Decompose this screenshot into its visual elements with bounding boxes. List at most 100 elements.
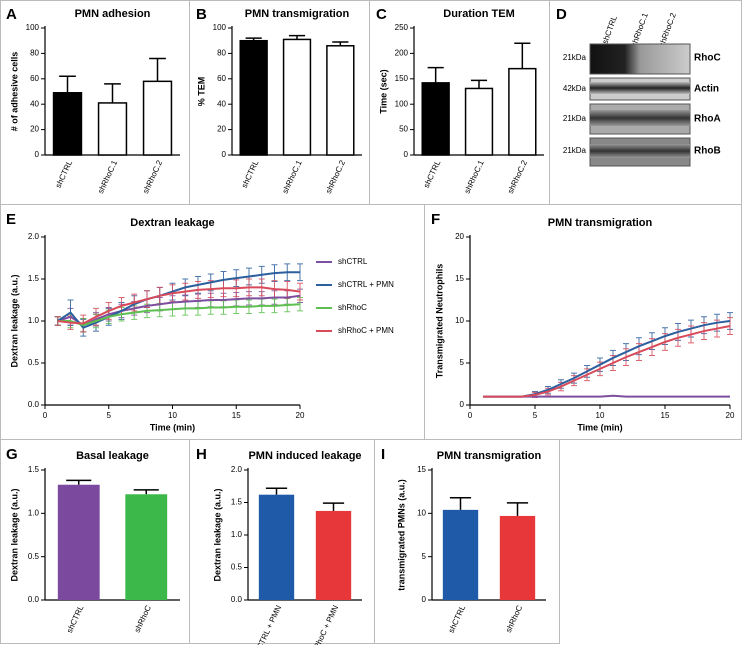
x-axis-label: Time (min)	[150, 422, 195, 432]
bar	[326, 45, 355, 156]
y-axis-label: % TEM	[196, 77, 206, 107]
y-tick-label: 0	[404, 150, 409, 159]
y-tick-label: 0	[35, 150, 40, 159]
y-tick-label: 0.5	[28, 552, 40, 561]
bar	[442, 509, 479, 600]
blot-band	[589, 43, 691, 75]
bar	[97, 102, 128, 156]
panel-letter: I	[381, 446, 385, 463]
y-tick-label: 2.0	[28, 232, 40, 241]
protein-label: RhoC	[694, 53, 721, 64]
y-tick-label: 0.5	[28, 358, 40, 367]
legend-label: shRhoC	[338, 303, 367, 312]
frame	[374, 439, 560, 644]
protein-label: RhoB	[694, 146, 721, 157]
blot-band	[590, 110, 690, 126]
x-tick-label: 0	[43, 411, 48, 420]
bar	[142, 80, 173, 156]
y-tick-label: 0	[422, 595, 427, 604]
bar	[508, 67, 537, 156]
y-axis-label: Dextran leakage (a.u.)	[9, 488, 19, 581]
panel-letter: D	[556, 6, 567, 23]
y-tick-label: 40	[30, 99, 39, 108]
y-axis-label: Time (sec)	[378, 69, 388, 113]
panel-letter: A	[6, 6, 17, 23]
y-tick-label: 100	[395, 99, 409, 108]
y-tick-label: 0.0	[28, 595, 40, 604]
y-tick-label: 1.5	[28, 274, 40, 283]
chart-title: PMN transmigration	[548, 217, 653, 229]
y-tick-label: 40	[217, 99, 226, 108]
x-tick-label: 5	[107, 411, 112, 420]
series-line	[483, 325, 731, 398]
chart-title: Duration TEM	[443, 8, 515, 20]
y-tick-label: 2.0	[231, 465, 243, 474]
y-axis-label: transmigrated PMNs (a.u.)	[396, 479, 406, 591]
y-tick-label: 1.0	[28, 316, 40, 325]
panel-letter: G	[6, 446, 18, 463]
x-tick-label: 15	[661, 411, 670, 420]
x-tick-label: 10	[596, 411, 605, 420]
series-line	[57, 294, 301, 327]
y-tick-label: 0	[222, 150, 227, 159]
y-tick-label: 10	[455, 316, 464, 325]
y-tick-label: 5	[460, 358, 465, 367]
y-tick-label: 5	[422, 552, 427, 561]
y-tick-label: 250	[395, 23, 409, 32]
chart-title: PMN transmigration	[245, 8, 350, 20]
chart-title: PMN adhesion	[75, 8, 151, 20]
x-tick-label: 5	[533, 411, 538, 420]
bar	[239, 39, 268, 156]
panel-letter: H	[196, 446, 207, 463]
y-axis-label: Dextran leakage (a.u.)	[9, 274, 19, 367]
legend-label: shCTRL	[338, 257, 368, 266]
y-tick-label: 50	[399, 125, 408, 134]
y-tick-label: 20	[217, 125, 226, 134]
frame	[424, 204, 742, 440]
y-axis-label: Dextran leakage (a.u.)	[212, 488, 222, 581]
bar	[464, 87, 494, 156]
legend-label: shRhoC + PMN	[338, 326, 394, 335]
blot-band	[590, 144, 690, 158]
chart-title: Basal leakage	[76, 450, 149, 462]
y-tick-label: 0.0	[231, 595, 243, 604]
marker-label: 21kDa	[563, 114, 587, 123]
bar	[282, 38, 312, 156]
x-axis-label: Time (min)	[577, 422, 622, 432]
y-tick-label: 1.0	[28, 508, 40, 517]
series-line	[57, 271, 300, 329]
bar	[52, 92, 83, 156]
y-tick-label: 0.5	[231, 563, 243, 572]
blot-band	[590, 82, 690, 94]
y-tick-label: 60	[217, 74, 226, 83]
y-tick-label: 100	[26, 23, 40, 32]
x-tick-label: 0	[468, 411, 473, 420]
chart-title: Dextran leakage	[130, 217, 214, 229]
series-line	[57, 303, 301, 327]
y-tick-label: 15	[417, 465, 426, 474]
y-tick-label: 200	[395, 49, 409, 58]
bar	[315, 510, 352, 600]
y-tick-label: 0	[460, 400, 465, 409]
protein-label: Actin	[694, 84, 719, 95]
chart-title: PMN induced leakage	[248, 450, 361, 462]
marker-label: 21kDa	[563, 146, 587, 155]
y-tick-label: 10	[417, 508, 426, 517]
bar	[125, 494, 168, 600]
panel-letter: F	[431, 211, 440, 228]
series-line	[57, 286, 301, 325]
x-tick-label: 10	[168, 411, 177, 420]
x-tick-label: 20	[296, 411, 305, 420]
y-tick-label: 1.5	[231, 498, 243, 507]
y-tick-label: 20	[30, 125, 39, 134]
x-tick-label: 20	[726, 411, 735, 420]
protein-label: RhoA	[694, 114, 721, 125]
marker-label: 42kDa	[563, 84, 587, 93]
y-tick-label: 150	[395, 74, 409, 83]
y-tick-label: 20	[455, 232, 464, 241]
y-tick-label: 0.0	[28, 400, 40, 409]
y-tick-label: 80	[30, 49, 39, 58]
y-tick-label: 60	[30, 74, 39, 83]
